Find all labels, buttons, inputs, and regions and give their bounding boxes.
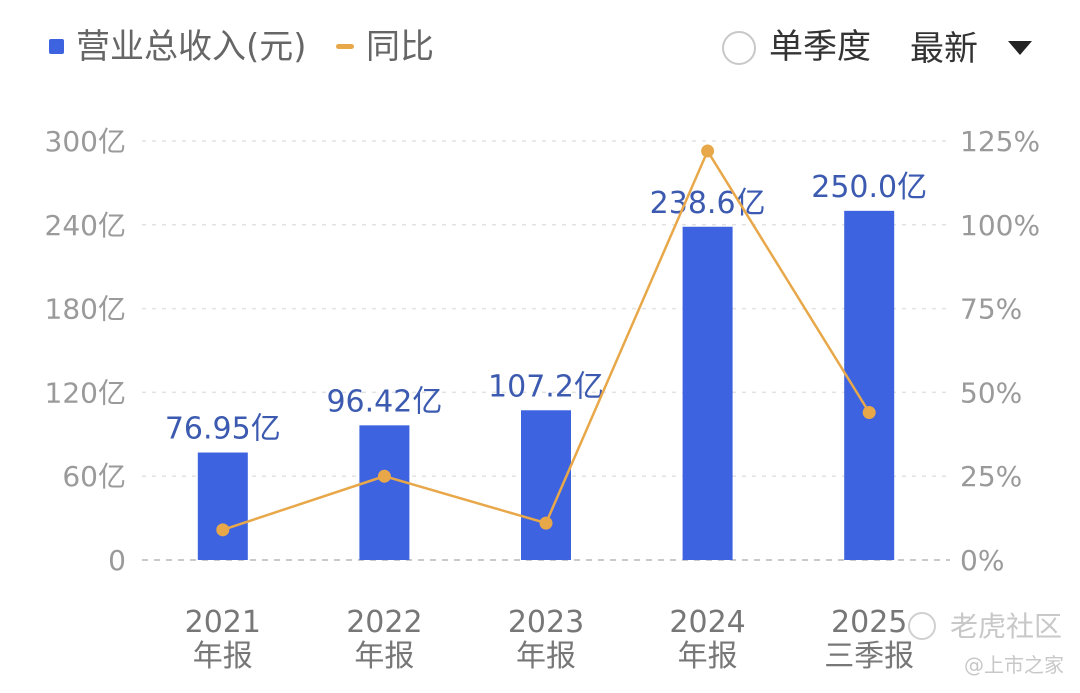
- x-axis-category-label: 2025: [831, 605, 907, 640]
- left-axis-tick-label: 0: [108, 544, 126, 577]
- x-axis-category-label: 2023: [508, 605, 584, 640]
- yoy-point: [862, 406, 876, 420]
- left-axis-tick-label: 180亿: [45, 293, 126, 326]
- yoy-point: [539, 516, 553, 530]
- left-axis-tick-label: 60亿: [62, 460, 126, 493]
- legend-item-revenue[interactable]: 营业总收入(元): [49, 27, 307, 67]
- bar-value-label: 107.2亿: [488, 369, 604, 404]
- right-axis-tick-label: 50%: [960, 376, 1022, 409]
- legend-line-label: 同比: [366, 27, 434, 67]
- yoy-point: [377, 469, 391, 483]
- yoy-point: [216, 523, 230, 537]
- sort-dropdown-label: 最新: [910, 29, 978, 69]
- watermark-brand: 老虎社区: [950, 610, 1062, 643]
- right-axis: 0% 25% 50% 75% 100% 125%: [960, 125, 1040, 577]
- legend-bar-swatch: [49, 39, 64, 54]
- legend-item-yoy[interactable]: 同比: [336, 27, 434, 67]
- right-axis-tick-label: 125%: [960, 125, 1040, 158]
- left-axis-tick-label: 300亿: [45, 125, 126, 158]
- right-axis-tick-label: 0%: [960, 544, 1004, 577]
- quarter-radio-icon[interactable]: [722, 31, 756, 65]
- left-axis-tick-label: 240亿: [45, 209, 126, 242]
- bar: [682, 226, 733, 560]
- bar: [197, 452, 248, 560]
- triangle-down-icon[interactable]: [1008, 41, 1032, 55]
- x-axis-category-label: 2021: [185, 605, 261, 640]
- right-axis-tick-label: 100%: [960, 209, 1040, 242]
- right-axis-tick-label: 75%: [960, 293, 1022, 326]
- quarter-toggle[interactable]: 单季度: [722, 27, 871, 67]
- yoy-point: [701, 144, 715, 158]
- right-axis-tick-label: 25%: [960, 460, 1022, 493]
- bar-value-label: 250.0亿: [811, 170, 927, 205]
- watermark-logo-icon: [908, 612, 936, 640]
- bar: [359, 425, 410, 560]
- legend-bar-label: 营业总收入(元): [76, 27, 307, 67]
- x-axis-category-label: 年报: [354, 639, 414, 674]
- left-axis: 0 60亿 120亿 180亿 240亿 300亿: [45, 125, 126, 577]
- bar-value-label: 96.42亿: [326, 384, 442, 419]
- chart-legend: 营业总收入(元) 同比: [49, 27, 434, 67]
- watermark: 老虎社区 @上市之家: [908, 610, 1064, 677]
- sort-dropdown[interactable]: 最新: [910, 29, 1032, 69]
- x-axis-category-label: 2022: [346, 605, 422, 640]
- left-axis-tick-label: 120亿: [45, 376, 126, 409]
- x-axis-category-label: 三季报: [824, 639, 914, 674]
- bar-value-label: 76.95亿: [165, 412, 281, 447]
- x-axis-category-label: 2024: [669, 605, 745, 640]
- quarter-toggle-label: 单季度: [769, 27, 871, 67]
- x-axis-category-label: 年报: [516, 639, 576, 674]
- legend-line-swatch: [336, 44, 354, 49]
- yoy-line-series: [216, 144, 876, 537]
- watermark-source: @上市之家: [964, 653, 1064, 677]
- x-axis-category-label: 年报: [193, 639, 253, 674]
- x-axis-category-label: 年报: [678, 639, 738, 674]
